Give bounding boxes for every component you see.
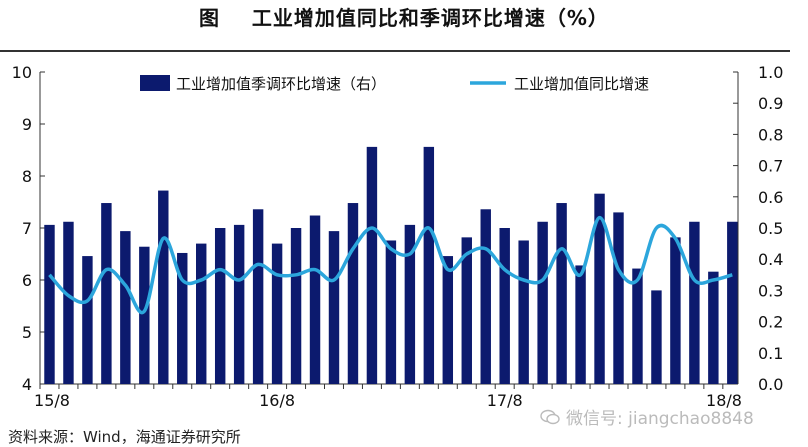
y-right-tick-label: 0.6 xyxy=(758,188,783,207)
bar xyxy=(518,240,529,384)
bar xyxy=(366,146,378,384)
y-right-tick-label: 0.7 xyxy=(758,157,783,176)
title-rule xyxy=(0,50,790,52)
bar xyxy=(63,221,74,384)
bar xyxy=(670,237,681,384)
bar xyxy=(708,271,719,384)
bar xyxy=(556,203,567,384)
y-right-tick-label: 0.4 xyxy=(758,250,783,269)
bar xyxy=(82,256,93,384)
bar xyxy=(328,231,340,384)
y-right-tick-label: 0.3 xyxy=(758,281,783,300)
y-right-tick-label: 0.1 xyxy=(758,344,783,363)
yoy-growth-line xyxy=(48,215,733,315)
y-left-tick-label: 4 xyxy=(22,375,32,394)
bar xyxy=(271,243,283,384)
x-tick-label: 17/8 xyxy=(487,391,523,410)
bar xyxy=(158,190,169,384)
y-left-tick-label: 10 xyxy=(12,63,32,82)
bar xyxy=(120,231,131,384)
bar xyxy=(139,246,150,384)
bar xyxy=(613,212,624,384)
bar xyxy=(196,243,207,384)
legend: 工业增加值季调环比增速（右） 工业增加值同比增速 xyxy=(140,75,649,93)
watermark-text: 微信号: jiangchao8848 xyxy=(566,409,754,429)
bar xyxy=(385,240,397,384)
y-left-tick-label: 9 xyxy=(22,115,32,134)
bar xyxy=(404,224,416,384)
x-tick-label: 15/8 xyxy=(34,391,70,410)
bar xyxy=(575,265,586,384)
bar xyxy=(44,224,55,384)
bar xyxy=(252,209,264,384)
y-left-tick-label: 7 xyxy=(22,219,32,238)
watermark: 微信号: jiangchao8848 xyxy=(540,404,754,429)
line-series xyxy=(48,215,733,315)
bar xyxy=(594,193,605,384)
bar xyxy=(689,221,700,384)
y-right-tick-label: 1.0 xyxy=(758,63,783,82)
bar xyxy=(214,228,226,384)
bar xyxy=(499,228,510,384)
bar xyxy=(423,146,435,384)
bar xyxy=(727,221,738,384)
chart-title: 图 工业增加值同比和季调环比增速（%） xyxy=(199,6,609,30)
source-note: 资料来源：Wind，海通证券研究所 xyxy=(8,428,241,446)
bar xyxy=(651,290,662,384)
bar-series xyxy=(44,146,738,384)
x-tick-label: 16/8 xyxy=(259,391,295,410)
bar xyxy=(233,224,245,384)
legend-bar-swatch xyxy=(140,75,170,91)
legend-bar-label: 工业增加值季调环比增速（右） xyxy=(176,75,386,93)
y-right-tick-label: 0.2 xyxy=(758,313,783,332)
y-right-tick-label: 0.8 xyxy=(758,125,783,144)
y-right-tick-label: 0.5 xyxy=(758,219,783,238)
bar xyxy=(290,228,302,384)
bar xyxy=(632,268,643,384)
x-tick-label: 18/8 xyxy=(706,391,742,410)
bar xyxy=(442,256,454,384)
y-left-tick-label: 8 xyxy=(22,167,32,186)
y-right-tick-label: 0.0 xyxy=(758,375,783,394)
bar xyxy=(537,221,548,384)
bar xyxy=(309,215,321,384)
legend-line-label: 工业增加值同比增速 xyxy=(514,75,649,93)
bar xyxy=(101,203,112,384)
tick-labels: 4 5 6 7 8 9 10 0.0 0.1 0.2 0.3 0.4 0.5 0.6 0.7 0.8 0.9 1.… xyxy=(12,63,784,410)
y-left-tick-label: 5 xyxy=(22,323,32,342)
bar xyxy=(461,237,472,384)
bar xyxy=(480,209,491,384)
bar xyxy=(347,203,359,384)
bar xyxy=(177,252,188,384)
y-left-tick-label: 6 xyxy=(22,271,32,290)
y-right-tick-label: 0.9 xyxy=(758,94,783,113)
wechat-icon xyxy=(540,409,560,424)
